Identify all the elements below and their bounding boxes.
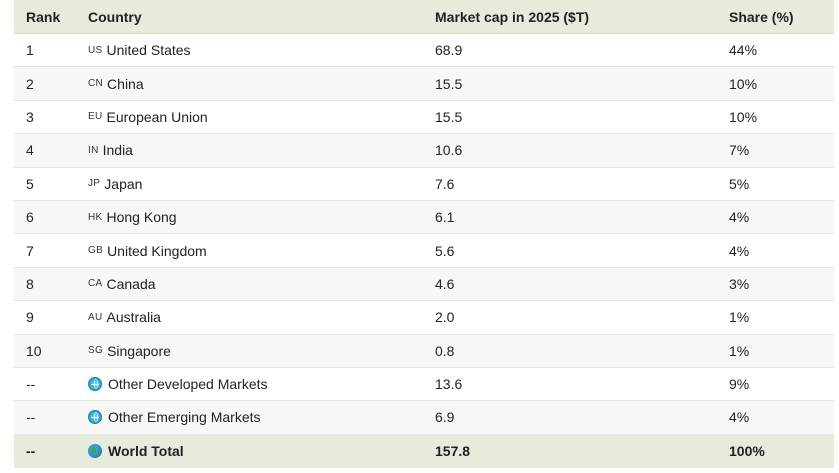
country-cell: SG Singapore [88, 343, 435, 359]
table-row: 10 SG Singapore 0.8 1% [14, 334, 834, 368]
total-country-cell: World Total [88, 443, 435, 459]
country-cell: HK Hong Kong [88, 209, 435, 225]
country-name: Other Emerging Markets [108, 409, 261, 426]
table-row: 7 GB United Kingdom 5.6 4% [14, 234, 834, 268]
country-name: Canada [106, 275, 156, 292]
rank-cell: 10 [26, 342, 42, 359]
country-code: HK [88, 211, 103, 223]
share-cell: 4% [729, 209, 750, 226]
share-cell: 10% [729, 75, 758, 92]
rank-cell: 4 [26, 142, 34, 159]
table-row: 8 CA Canada 4.6 3% [14, 267, 834, 302]
country-code: CN [88, 78, 104, 90]
table-row: -- Other Emerging Markets 6.9 4% [14, 401, 834, 435]
rank-cell: 2 [26, 75, 34, 92]
table-row: 6 HK Hong Kong 6.1 4% [14, 200, 834, 235]
share-cell: 10% [729, 108, 758, 125]
country-cell: AU Australia [88, 309, 435, 325]
rank-cell: -- [26, 376, 36, 393]
table-row: 1 US United States 68.9 44% [14, 34, 834, 68]
country-name: Other Developed Markets [108, 376, 268, 393]
country-name: Australia [106, 309, 161, 326]
country-code: GB [88, 245, 104, 257]
market-cap-cell: 6.9 [435, 409, 455, 426]
country-name: Singapore [107, 342, 171, 359]
country-name: United States [106, 42, 191, 59]
table-row: 3 EU European Union 15.5 10% [14, 101, 834, 135]
market-cap-cell: 68.9 [435, 42, 463, 59]
table-body: 1 US United States 68.9 44% 2 CN China 15.5 10% 3 E… [14, 34, 834, 368]
country-code: EU [88, 111, 103, 123]
share-cell: 9% [729, 376, 750, 393]
market-cap-cell: 15.5 [435, 75, 463, 92]
country-code: IN [88, 144, 99, 156]
column-header-market-cap: Market cap in 2025 ($T) [435, 8, 590, 25]
share-cell: 4% [729, 242, 750, 259]
column-header-country: Country [88, 8, 142, 25]
country-name: India [102, 142, 133, 159]
market-cap-cell: 5.6 [435, 242, 455, 259]
market-cap-cell: 10.6 [435, 142, 463, 159]
share-cell: 7% [729, 142, 750, 159]
market-cap-table: Rank Country Market cap in 2025 ($T) Sha… [14, 0, 834, 469]
table-row: 2 CN China 15.5 10% [14, 67, 834, 101]
rank-cell: 6 [26, 209, 34, 226]
aggregate-rows: -- Other Developed Markets 13.6 9% -- Other E… [14, 368, 834, 435]
country-name: European Union [106, 108, 208, 125]
country-code: CA [88, 278, 103, 290]
market-cap-cell: 15.5 [435, 108, 463, 125]
country-cell: IN India [88, 142, 435, 158]
market-cap-cell: 6.1 [435, 209, 455, 226]
country-code: AU [88, 311, 103, 323]
share-cell: 1% [729, 342, 750, 359]
column-header-rank: Rank [26, 8, 61, 25]
share-cell: 3% [729, 275, 750, 292]
table-row: 5 JP Japan 7.6 5% [14, 168, 834, 201]
total-row: -- World Total 157.8 100% [14, 434, 834, 469]
country-cell: Other Emerging Markets [88, 409, 435, 425]
country-cell: GB United Kingdom [88, 243, 435, 259]
country-code: US [88, 44, 103, 56]
rank-cell: 7 [26, 242, 34, 259]
share-cell: 1% [729, 309, 750, 326]
country-cell: Other Developed Markets [88, 376, 435, 392]
earth-globe-icon [88, 444, 102, 459]
share-cell: 44% [729, 42, 758, 59]
country-name: Hong Kong [106, 209, 177, 226]
total-country-label: World Total [108, 443, 184, 460]
table-header: Rank Country Market cap in 2025 ($T) Sha… [14, 0, 834, 34]
country-name: Japan [104, 175, 143, 192]
table-row: 9 AU Australia 2.0 1% [14, 301, 834, 335]
market-cap-cell: 4.6 [435, 275, 455, 292]
total-rank: -- [26, 443, 36, 460]
globe-icon [88, 377, 102, 392]
total-share: 100% [729, 443, 765, 460]
share-cell: 4% [729, 409, 750, 426]
country-code: SG [88, 345, 104, 357]
rank-cell: 1 [26, 42, 34, 59]
country-cell: JP Japan [88, 176, 435, 192]
rank-cell: -- [26, 409, 36, 426]
market-cap-cell: 0.8 [435, 342, 455, 359]
country-cell: EU European Union [88, 109, 435, 125]
market-cap-cell: 13.6 [435, 376, 463, 393]
column-header-share: Share (%) [729, 8, 794, 25]
globe-icon [88, 410, 102, 425]
rank-cell: 9 [26, 309, 34, 326]
table-row: -- Other Developed Markets 13.6 9% [14, 368, 834, 402]
market-cap-cell: 2.0 [435, 309, 455, 326]
country-name: China [107, 75, 144, 92]
share-cell: 5% [729, 175, 750, 192]
rank-cell: 3 [26, 108, 34, 125]
country-name: United Kingdom [107, 242, 207, 259]
country-cell: US United States [88, 42, 435, 58]
rank-cell: 8 [26, 275, 34, 292]
total-market-cap: 157.8 [435, 443, 471, 460]
country-cell: CA Canada [88, 276, 435, 292]
rank-cell: 5 [26, 175, 34, 192]
country-code: JP [88, 178, 101, 190]
market-cap-cell: 7.6 [435, 175, 455, 192]
table-row: 4 IN India 10.6 7% [14, 134, 834, 168]
country-cell: CN China [88, 76, 435, 92]
